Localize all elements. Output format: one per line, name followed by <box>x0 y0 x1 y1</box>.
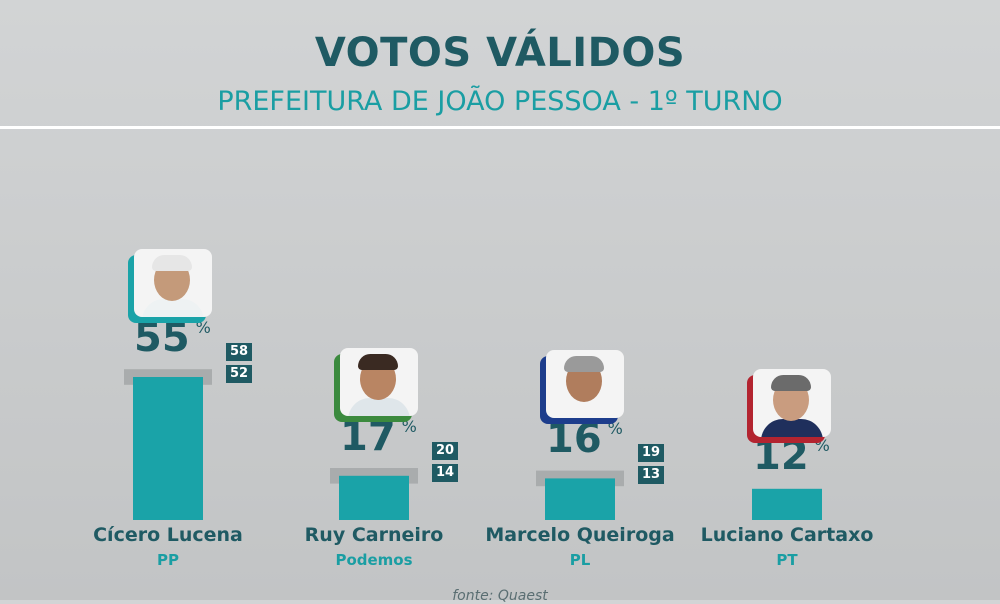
photo-image <box>753 368 831 437</box>
photo-hair <box>564 356 604 373</box>
photo-image <box>134 249 212 317</box>
margin-upper-label: 19 <box>638 444 664 463</box>
candidate-party: PT <box>776 551 798 569</box>
photo-hair <box>358 353 398 370</box>
value-label: 16% <box>546 416 623 462</box>
percent-sign: % <box>607 419 623 439</box>
bar <box>545 478 615 520</box>
candidate-photo <box>540 350 624 425</box>
bar <box>133 377 203 520</box>
bar <box>752 488 822 520</box>
source-note: fonte: Quaest <box>452 588 548 604</box>
chart-title: VOTOS VÁLIDOS <box>314 30 686 76</box>
candidate-name: Marcelo Queiroga <box>485 524 675 546</box>
photo-image <box>546 350 624 419</box>
chart-header: VOTOS VÁLIDOS PREFEITURA DE JOÃO PESSOA … <box>0 0 1000 129</box>
candidate-name: Luciano Cartaxo <box>700 524 874 546</box>
candidate-party: PP <box>157 551 179 569</box>
value-number: 16 <box>546 416 602 463</box>
margin-upper-label: 58 <box>226 343 252 361</box>
photo-body <box>348 397 410 416</box>
candidate-photo <box>128 249 212 323</box>
margin-upper-label: 20 <box>432 441 458 460</box>
margin-lower-label: 52 <box>226 365 252 383</box>
candidate-photo <box>747 368 831 443</box>
candidate-party: PL <box>569 551 591 569</box>
candidate-party: Podemos <box>335 551 413 569</box>
photo-body <box>761 418 823 437</box>
candidate-photo <box>334 347 418 422</box>
candidate-name: Ruy Carneiro <box>304 524 444 546</box>
margin-lower-label: 14 <box>432 463 458 482</box>
photo-hair <box>771 374 811 391</box>
photo-body <box>554 400 616 419</box>
margin-lower-label: 13 <box>638 466 664 485</box>
chart-subtitle: PREFEITURA DE JOÃO PESSOA - 1º TURNO <box>217 86 783 117</box>
photo-body <box>142 299 204 317</box>
candidate-name: Cícero Lucena <box>93 524 243 546</box>
bar <box>339 475 409 520</box>
photo-image <box>340 347 418 416</box>
photo-hair <box>152 255 192 271</box>
header-divider <box>0 126 1000 129</box>
